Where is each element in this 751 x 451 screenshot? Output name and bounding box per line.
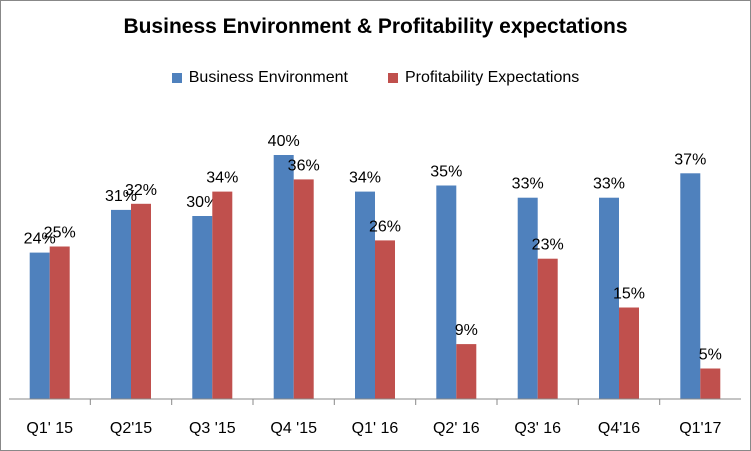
data-label-business-environment-3: 40% [268,133,300,150]
data-label-profitability-expectations-3: 36% [288,157,320,174]
data-label-profitability-expectations-7: 15% [613,286,645,303]
bar-profitability-expectations-3 [293,179,314,399]
data-label-profitability-expectations-1: 32% [125,182,157,199]
chart-title: Business Environment & Profitability exp… [123,15,628,38]
data-label-profitability-expectations-0: 25% [44,225,76,242]
bar-business-environment-3 [273,155,294,399]
legend-item-profitability-expectations: Profitability Expectations [387,69,580,87]
x-tick-label-1: Q2'15 [110,420,152,437]
bar-profitability-expectations-8 [700,368,721,399]
data-label-business-environment-0: 24% [24,231,56,248]
x-tick-label-2: Q3 '15 [189,420,236,437]
chart-legend: Business Environment Profitability Expec… [1,69,750,87]
data-label-business-environment-5: 35% [430,164,462,181]
x-tick-label-4: Q1' 16 [352,420,399,437]
legend-swatch-profitability-expectations [387,73,398,83]
data-label-business-environment-6: 33% [512,176,544,193]
legend-swatch-business-environment [171,73,182,83]
bar-profitability-expectations-0 [49,246,70,399]
bar-business-environment-6 [517,197,538,399]
bar-business-environment-5 [436,185,457,399]
data-label-business-environment-1: 31% [105,188,137,205]
bar-business-environment-7 [599,197,619,399]
data-label-profitability-expectations-5: 9% [455,322,478,339]
bar-business-environment-8 [680,173,701,399]
legend-item-business-environment: Business Environment [171,69,348,87]
x-tick-label-7: Q4'16 [598,420,640,437]
data-label-profitability-expectations-2: 34% [206,170,238,187]
bar-profitability-expectations-5 [456,344,477,399]
bar-profitability-expectations-4 [375,240,395,399]
x-tick-label-3: Q4 '15 [270,420,317,437]
data-label-business-environment-2: 30% [186,194,218,211]
legend-label-business-environment: Business Environment [188,69,348,86]
data-label-profitability-expectations-8: 5% [699,347,722,364]
data-label-profitability-expectations-4: 26% [369,218,401,235]
x-tick-label-0: Q1' 15 [26,420,73,437]
bar-business-environment-2 [192,216,213,399]
legend-label-profitability-expectations: Profitability Expectations [404,69,580,86]
bar-business-environment-1 [111,209,131,399]
bar-profitability-expectations-6 [537,258,558,399]
data-label-profitability-expectations-6: 23% [532,237,564,254]
bar-profitability-expectations-2 [212,191,233,399]
bar-profitability-expectations-7 [619,307,639,399]
bar-business-environment-4 [355,191,375,399]
bar-business-environment-0 [29,252,50,399]
x-tick-label-6: Q3' 16 [514,420,561,437]
data-label-business-environment-8: 37% [674,151,706,168]
x-tick-label-5: Q2' 16 [433,420,480,437]
x-tick-label-8: Q1'17 [679,420,721,437]
data-label-business-environment-7: 33% [593,176,625,193]
bar-profitability-expectations-1 [131,203,151,399]
data-label-business-environment-4: 34% [349,170,381,187]
